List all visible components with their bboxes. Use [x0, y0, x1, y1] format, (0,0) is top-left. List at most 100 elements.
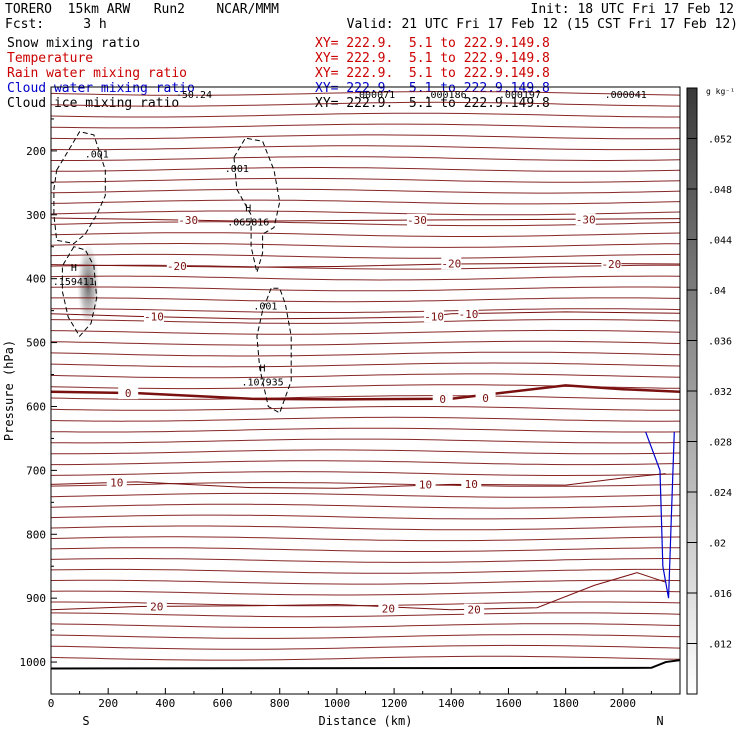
valid-time: Valid: 21 UTC Fri 17 Feb 12 (15 CST Fri … [346, 17, 738, 32]
temperature-contour-thin [50, 644, 681, 650]
x-tick-label: 800 [270, 697, 290, 710]
colorbar-tick-label: .028 [708, 438, 732, 449]
contour-label: -20 [441, 257, 461, 270]
colorbar-tick-label: .036 [708, 337, 732, 348]
contour-label: -20 [601, 258, 621, 271]
temperature-contour-thin [50, 145, 681, 151]
y-tick-label: 700 [26, 464, 46, 477]
cloud-ice-contour [61, 246, 98, 338]
x-tick-label: 1000 [324, 697, 351, 710]
contour-label: -10 [144, 310, 164, 323]
temperature-contour-thin [50, 406, 680, 411]
x-tick-label: 1600 [495, 697, 522, 710]
contour-label-bg [424, 310, 445, 323]
ground-surface-line [50, 659, 681, 670]
contour-label: -30 [576, 213, 596, 226]
temperature-contour-thin [50, 123, 680, 129]
temperature-contour-thin [50, 579, 681, 585]
cloud-ice-contour-value: .001 [85, 149, 109, 160]
temperature-contour-thin [50, 340, 681, 346]
colorbar-tick-label: .048 [708, 185, 732, 196]
x-tick-label: 1200 [381, 697, 408, 710]
temperature-contour-thin [50, 503, 681, 509]
max-value-label: .107935 [241, 377, 283, 388]
temperature-contour-thin [50, 91, 681, 96]
contour-label: -30 [178, 214, 198, 227]
legend-cloud-ice-xy: XY= 222.9. 5.1 to 222.9.149.8 [315, 96, 550, 111]
temperature-contour-thin [50, 536, 681, 542]
x-tick-label: 1400 [438, 697, 465, 710]
colorbar-tick-label: .012 [708, 640, 732, 651]
temperature-contour-thin [50, 395, 681, 400]
temperature-contour-thin [50, 471, 681, 476]
forecast-hour: Fcst: 3 h [5, 17, 107, 32]
contour-label-bg [106, 476, 127, 489]
temperature-contour-thin [50, 242, 681, 248]
contour-label: -10 [458, 308, 478, 321]
contour-label: 20 [382, 602, 395, 615]
snow-shading [77, 243, 100, 328]
y-tick-label: 300 [26, 209, 46, 222]
temperature-contour-thin [50, 210, 681, 216]
temperature-contour-thin [50, 655, 681, 661]
contour-label: 0 [482, 392, 489, 405]
temperature-contour-thin [51, 460, 681, 466]
temperature-contour-thin [50, 514, 681, 520]
right-endpoint-label: N [656, 714, 663, 728]
temperature-contour-thin [50, 275, 681, 281]
temperature-contour-thin [50, 362, 681, 368]
colorbar-tick-label: .02 [708, 539, 726, 550]
contour-label: 20 [150, 600, 163, 613]
colorbar-unit-label: g kg⁻¹ [706, 87, 735, 96]
temperature-contour-thin [50, 547, 681, 552]
temperature-contour-thin [51, 167, 681, 172]
max-marker-label: H [260, 363, 266, 374]
temperature-contour-thin [50, 177, 681, 183]
temperature-contour-thin [50, 232, 681, 237]
temperature-contour-thin [50, 612, 681, 618]
y-tick-label: 800 [26, 528, 46, 541]
temperature-contour-thin [50, 427, 681, 433]
contour-label-bg [143, 310, 164, 323]
max-value-label: .065816 [227, 218, 269, 229]
colorbar-tick-label: .016 [708, 589, 732, 600]
temperature-contour-thin [50, 525, 681, 531]
colorbar-tick-label: .04 [708, 286, 726, 297]
temperature-contour-thin [50, 482, 681, 487]
temperature-contour-thin [51, 297, 681, 303]
temperature-contour-thin [50, 623, 681, 628]
contour-label: -30 [407, 214, 427, 227]
temperature-contour-thin [51, 156, 681, 161]
y-tick-label: 900 [26, 592, 46, 605]
temperature-contour-thin [50, 449, 681, 455]
legend-cloud-water-label: Cloud water mixing ratio [7, 81, 195, 96]
temperature-contour-thin [50, 416, 681, 422]
temperature-contour-20 [50, 572, 666, 611]
temperature-contour-thin [50, 221, 681, 227]
contour-label-bg [178, 213, 199, 226]
cloud-ice-contour [233, 137, 281, 275]
temperature-contour-thin [51, 438, 681, 444]
contour-label-bg [406, 213, 427, 226]
contour-label-bg [378, 602, 399, 615]
y-axis-title: Pressure (hPa) [2, 340, 16, 441]
temperature-contour-thin [50, 373, 681, 379]
y-tick-label: 400 [26, 273, 46, 286]
temperature-contour-thin [50, 199, 681, 205]
temperature-contour-0 [50, 384, 681, 401]
temperature-contour-thin [50, 557, 681, 563]
contour-label-bg [146, 600, 167, 613]
x-tick-label: 600 [213, 697, 233, 710]
contour-label: 10 [465, 478, 478, 491]
contour-label-bg [464, 603, 485, 616]
y-tick-label: 600 [26, 400, 46, 413]
colorbar-tick-label: .052 [708, 135, 732, 146]
contour-label-bg [475, 392, 496, 405]
contour-label: -20 [167, 260, 187, 273]
contour-label: 0 [125, 387, 132, 400]
cloud-water-contour [645, 431, 675, 599]
cloud-ice-contour-value: .001 [225, 164, 249, 175]
contour-label-bg [415, 478, 436, 491]
contour-label: 10 [419, 478, 432, 491]
